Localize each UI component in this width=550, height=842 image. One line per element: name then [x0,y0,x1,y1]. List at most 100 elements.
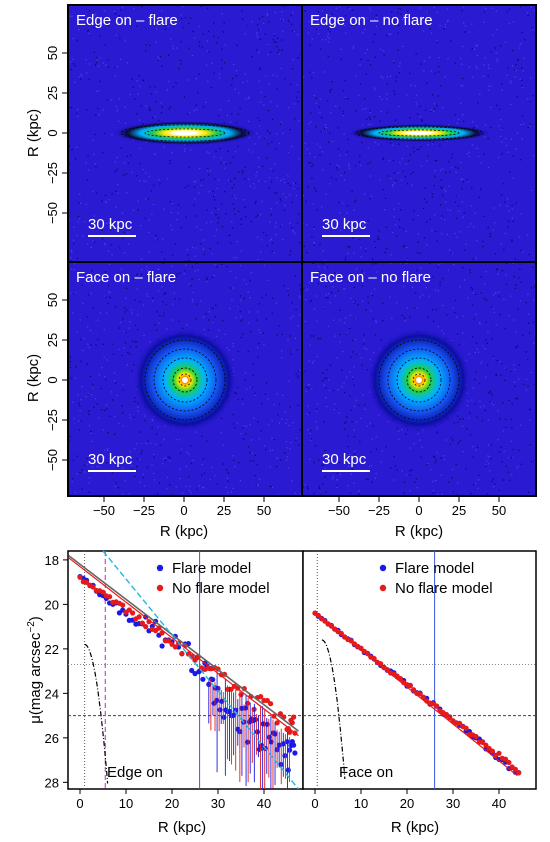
noise-speck [74,491,77,494]
noise-speck [332,286,334,288]
noise-speck [385,446,387,448]
noise-speck [213,274,215,277]
noise-speck [428,295,430,297]
noise-speck [187,254,189,256]
noise-speck [382,158,384,160]
noise-speck [511,239,513,241]
noise-speck [155,41,157,43]
noise-speck [516,95,518,98]
noise-speck [461,63,463,65]
noise-speck [455,217,457,219]
noise-speck [234,88,236,90]
noise-speck [260,91,262,94]
noise-speck [90,246,92,248]
noise-speck [419,105,421,107]
noise-speck [127,162,129,164]
noise-speck [103,10,105,12]
noise-speck [299,369,301,371]
noise-speck [437,95,440,97]
data-point [120,602,126,608]
noise-speck [411,17,413,19]
noise-speck [487,364,489,366]
noise-speck [170,38,172,40]
noise-speck [384,251,386,254]
noise-speck [215,335,218,337]
noise-speck [520,250,522,252]
noise-speck [74,158,77,160]
noise-speck [88,410,90,412]
noise-speck [363,339,365,341]
noise-speck [519,6,521,8]
noise-speck [342,202,344,204]
noise-speck [275,233,277,236]
noise-speck [315,126,317,128]
noise-speck [245,433,247,435]
noise-speck [308,162,310,164]
noise-speck [240,218,242,220]
noise-speck [436,432,439,434]
noise-speck [353,201,356,203]
noise-speck [476,44,478,47]
noise-speck [363,347,366,349]
noise-speck [318,33,320,35]
noise-speck [474,403,476,405]
noise-speck [491,338,493,340]
noise-speck [394,119,397,121]
noise-speck [404,320,407,322]
noise-speck [180,18,183,20]
noise-speck [269,51,272,53]
noise-speck [286,418,288,421]
noise-speck [355,75,357,77]
noise-speck [274,192,276,194]
noise-speck [104,271,107,273]
noise-speck [171,494,173,496]
noise-speck [490,85,492,87]
contour [153,348,217,412]
noise-speck [421,120,423,122]
noise-speck [195,108,198,111]
noise-speck [246,388,248,390]
noise-speck [475,65,477,68]
noise-speck [459,440,461,442]
noise-speck [180,14,182,16]
tick-label: −25 [45,162,60,184]
noise-speck [397,12,399,14]
noise-speck [405,163,407,165]
noise-speck [244,372,247,374]
data-point [274,720,280,726]
noise-speck [432,490,434,492]
noise-speck [98,114,100,116]
noise-speck [77,115,79,117]
noise-speck [450,167,453,169]
noise-speck [162,279,164,281]
noise-speck [242,426,244,429]
noise-speck [297,404,299,407]
noise-speck [253,460,255,462]
noise-speck [154,277,156,279]
noise-speck [511,50,514,52]
noise-speck [201,46,203,48]
galaxy-disc [113,120,257,146]
noise-speck [327,56,329,58]
noise-speck [484,57,486,59]
noise-speck [74,81,76,84]
noise-speck [508,479,511,481]
noise-speck [501,270,504,272]
noise-speck [287,339,289,341]
noise-speck [407,258,409,260]
noise-speck [162,315,164,317]
noise-speck [236,44,238,46]
noise-speck [380,110,382,113]
noise-speck [274,226,276,228]
noise-speck [86,109,88,111]
data-point [420,694,426,700]
noise-speck [240,250,242,252]
noise-speck [331,81,333,83]
noise-speck [463,22,465,24]
noise-speck [492,34,494,36]
noise-speck [88,482,90,484]
noise-speck [79,319,81,321]
noise-speck [304,10,306,12]
noise-speck [140,258,143,260]
panel-title: Face on – flare [76,269,176,286]
